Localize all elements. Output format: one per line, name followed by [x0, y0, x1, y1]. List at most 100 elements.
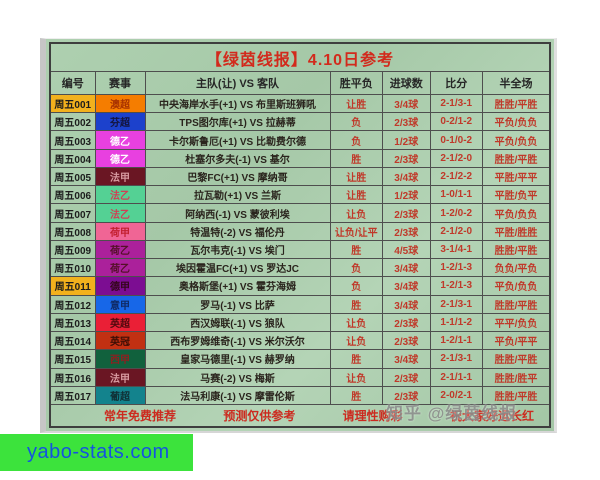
col-header-score: 比分: [429, 71, 483, 95]
score-prediction: 2-1/3-1: [429, 349, 483, 369]
match-id-cell: 周五007: [49, 203, 96, 223]
league-badge: 英超: [94, 312, 146, 333]
table-row: 周五011 德甲 奥格斯堡(+1) VS 霍芬海姆 负 3/4球 1-2/1-3…: [49, 276, 551, 296]
wdl-prediction: 让胜: [329, 93, 383, 114]
match-id-cell: 周五004: [49, 148, 96, 168]
score-prediction: 2-1/3-1: [429, 294, 483, 314]
halffull-prediction: 平负/负负: [482, 112, 551, 132]
league-badge: 德乙: [94, 148, 146, 168]
match-id-cell: 周五010: [49, 258, 96, 278]
match-teams: 罗马(-1) VS 比萨: [144, 294, 331, 314]
halffull-prediction: 负负/平负: [482, 258, 551, 278]
match-teams: 埃因霍温FC(+1) VS 罗达JC: [144, 258, 331, 278]
wdl-prediction: 负: [329, 276, 383, 296]
match-id-cell: 周五017: [49, 385, 96, 406]
table-row: 周五002 芬超 TPS图尔库(+1) VS 拉赫蒂 负 2/3球 0-2/1-…: [49, 112, 551, 132]
goals-prediction: 2/3球: [382, 312, 431, 333]
predictions-photo: 【绿茵线报】4.10日参考 编号 赛事 主队(让) VS 客队 胜平负 进球数 …: [40, 38, 557, 433]
league-badge: 法乙: [94, 203, 146, 223]
match-id-cell: 周五001: [49, 93, 96, 114]
score-prediction: 1-2/1-1: [429, 331, 483, 351]
league-badge: 荷甲: [94, 221, 146, 241]
league-badge: 法甲: [94, 166, 146, 187]
halffull-prediction: 胜胜/平胜: [482, 239, 551, 260]
match-teams: 拉瓦勒(+1) VS 兰斯: [144, 185, 331, 205]
wdl-prediction: 胜: [329, 385, 383, 406]
table-row: 周五015 西甲 皇家马德里(-1) VS 赫罗纳 胜 3/4球 2-1/3-1…: [49, 349, 551, 369]
halffull-prediction: 胜胜/胜平: [482, 367, 551, 387]
table-row: 周五003 德乙 卡尔斯鲁厄(+1) VS 比勒费尔德 负 1/2球 0-1/0…: [49, 130, 551, 150]
match-teams: 阿纳西(-1) VS 蒙彼利埃: [144, 203, 331, 223]
match-teams: 法马利康(-1) VS 摩雷伦斯: [144, 385, 331, 406]
goals-prediction: 2/3球: [382, 148, 431, 168]
footer-note: 请理性购彩: [342, 409, 403, 423]
score-prediction: 2-1/2-0: [429, 221, 483, 241]
league-badge: 英冠: [94, 331, 146, 351]
goals-prediction: 1/2球: [382, 130, 431, 150]
table-row: 周五012 意甲 罗马(-1) VS 比萨 胜 3/4球 2-1/3-1 胜胜/…: [49, 294, 551, 314]
table-row: 周五001 澳超 中央海岸水手(+1) VS 布里斯班狮吼 让胜 3/4球 2-…: [49, 93, 551, 114]
score-prediction: 1-1/1-2: [429, 312, 483, 333]
score-prediction: 1-2/1-3: [429, 258, 483, 278]
score-prediction: 1-2/1-3: [429, 276, 483, 296]
goals-prediction: 3/4球: [382, 294, 431, 314]
col-header-halffull: 半全场: [482, 71, 551, 95]
wdl-prediction: 胜: [329, 239, 383, 260]
footer-note: 祝大家好运长红: [449, 409, 534, 423]
table-row: 周五005 法甲 巴黎FC(+1) VS 摩纳哥 让胜 3/4球 2-1/2-2…: [49, 166, 551, 187]
league-badge: 法甲: [94, 367, 146, 387]
goals-prediction: 3/4球: [382, 166, 431, 187]
goals-prediction: 2/3球: [382, 385, 431, 406]
match-id-cell: 周五006: [49, 185, 96, 205]
col-header-id: 编号: [49, 71, 96, 95]
halffull-prediction: 平负/平平: [482, 331, 551, 351]
halffull-prediction: 平胜/平平: [482, 166, 551, 187]
match-teams: 特温特(-2) VS 福伦丹: [144, 221, 331, 241]
match-id-cell: 周五015: [49, 349, 96, 369]
score-prediction: 2-1/1-1: [429, 367, 483, 387]
match-teams: 马赛(-2) VS 梅斯: [144, 367, 331, 387]
match-teams: 巴黎FC(+1) VS 摩纳哥: [144, 166, 331, 187]
match-teams: 杜塞尔多夫(-1) VS 基尔: [144, 148, 331, 168]
halffull-prediction: 胜胜/平胜: [482, 385, 551, 406]
predictions-table: 【绿茵线报】4.10日参考 编号 赛事 主队(让) VS 客队 胜平负 进球数 …: [49, 42, 551, 428]
league-badge: 荷乙: [94, 239, 146, 260]
goals-prediction: 1/2球: [382, 185, 431, 205]
table-row: 周五017 葡超 法马利康(-1) VS 摩雷伦斯 胜 2/3球 2-0/2-1…: [49, 385, 551, 406]
goals-prediction: 3/4球: [382, 349, 431, 369]
match-teams: 皇家马德里(-1) VS 赫罗纳: [144, 349, 331, 369]
halffull-prediction: 平胜/胜胜: [482, 221, 551, 241]
wdl-prediction: 负: [329, 130, 383, 150]
score-prediction: 3-1/4-1: [429, 239, 483, 260]
league-badge: 荷乙: [94, 258, 146, 278]
match-teams: 西布罗姆维奇(-1) VS 米尔沃尔: [144, 331, 331, 351]
score-prediction: 2-1/3-1: [429, 93, 483, 114]
table-row: 周五013 英超 西汉姆联(-1) VS 狼队 让负 2/3球 1-1/1-2 …: [49, 312, 551, 333]
table-row: 周五004 德乙 杜塞尔多夫(-1) VS 基尔 胜 2/3球 2-1/2-0 …: [49, 148, 551, 168]
match-teams: 西汉姆联(-1) VS 狼队: [144, 312, 331, 333]
col-header-wdl: 胜平负: [329, 71, 383, 95]
match-teams: TPS图尔库(+1) VS 拉赫蒂: [144, 112, 331, 132]
wdl-prediction: 让负: [329, 312, 383, 333]
col-header-match: 主队(让) VS 客队: [144, 71, 331, 95]
table-row: 周五007 法乙 阿纳西(-1) VS 蒙彼利埃 让负 2/3球 1-2/0-2…: [49, 203, 551, 223]
score-prediction: 2-1/2-2: [429, 166, 483, 187]
match-teams: 卡尔斯鲁厄(+1) VS 比勒费尔德: [144, 130, 331, 150]
col-header-league: 赛事: [94, 71, 146, 95]
wdl-prediction: 让胜: [329, 185, 383, 205]
score-prediction: 1-0/1-1: [429, 185, 483, 205]
table-footer-row: 常年免费推荐 预测仅供参考 请理性购彩 祝大家好运长红: [49, 404, 551, 428]
wdl-prediction: 胜: [329, 294, 383, 314]
table-title-row: 【绿茵线报】4.10日参考: [49, 42, 551, 72]
wdl-prediction: 胜: [329, 148, 383, 168]
league-badge: 德乙: [94, 130, 146, 150]
match-teams: 中央海岸水手(+1) VS 布里斯班狮吼: [144, 93, 331, 114]
match-id-cell: 周五014: [49, 331, 96, 351]
halffull-prediction: 胜胜/平胜: [482, 349, 551, 369]
goals-prediction: 3/4球: [382, 93, 431, 114]
goals-prediction: 3/4球: [382, 276, 431, 296]
league-badge: 葡超: [94, 385, 146, 406]
wdl-prediction: 让负: [329, 203, 383, 223]
match-id-cell: 周五011: [49, 276, 96, 296]
goals-prediction: 4/5球: [382, 239, 431, 260]
